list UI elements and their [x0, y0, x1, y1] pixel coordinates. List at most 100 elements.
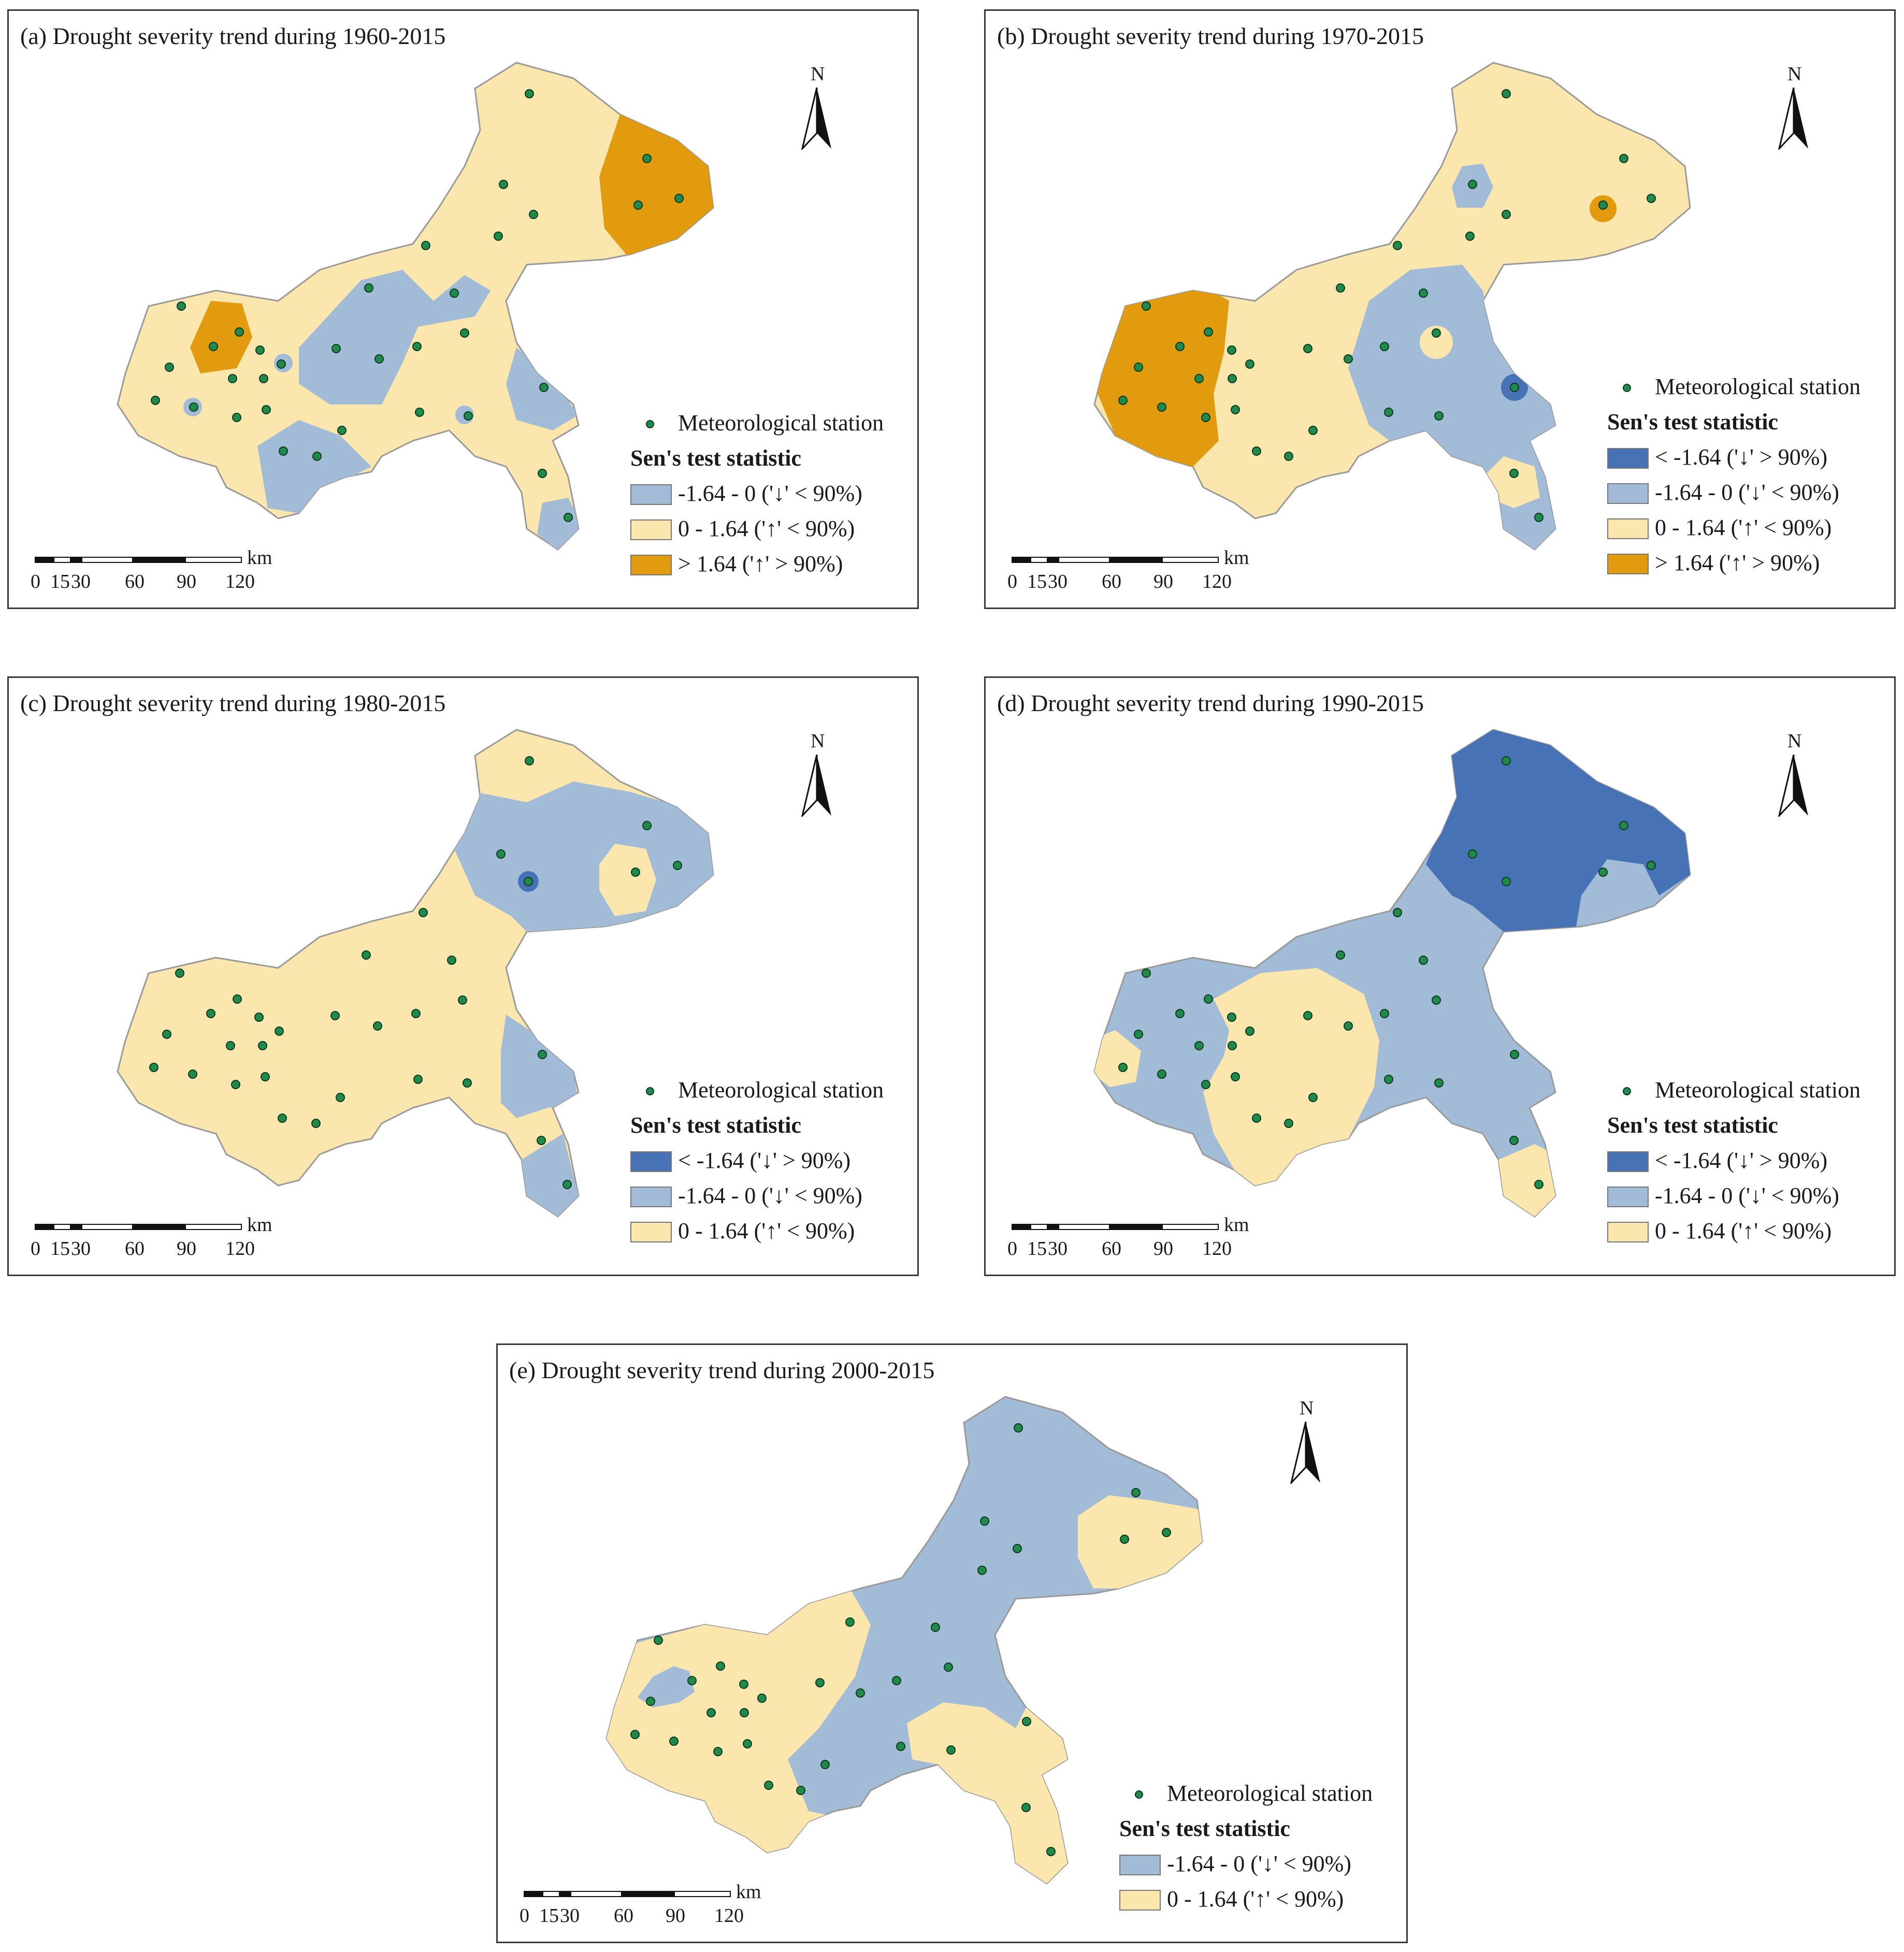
north-label: N: [1787, 63, 1802, 85]
north-label: N: [811, 730, 825, 752]
zone-strong-increase-west-b: [1094, 280, 1229, 467]
station-a-12: [235, 327, 244, 337]
north-arrow-icon: [1290, 1422, 1320, 1484]
station-a-6: [674, 194, 684, 203]
station-d-25: [1201, 1080, 1210, 1089]
station-d-6: [1647, 861, 1656, 870]
station-e-4: [1013, 1544, 1022, 1553]
station-a-20: [374, 354, 384, 364]
north-arrow-d: N: [1778, 730, 1820, 818]
station-d-17: [1134, 1030, 1143, 1039]
legend-station-label: Meteorological station: [678, 1077, 884, 1103]
station-c-14: [330, 1011, 340, 1020]
legend-swatch-strong-decrease: [630, 1151, 672, 1172]
station-a-24: [151, 396, 160, 405]
zone-weak-increase-west-e: [607, 1588, 871, 1853]
station-legend-icon: [1135, 1790, 1143, 1799]
station-d-9: [1419, 956, 1428, 965]
zone-strong-increase-west-a: [190, 301, 252, 373]
legend-swatch-weak-increase: [630, 1222, 672, 1242]
station-d-19: [1344, 1021, 1353, 1031]
station-e-1: [1014, 1423, 1023, 1433]
station-c-23: [149, 1063, 158, 1072]
scale-tick-90: 90: [177, 571, 196, 592]
station-d-24: [1157, 1069, 1166, 1079]
stations-b: [1118, 89, 1656, 522]
scale-tick-15: 15: [539, 1905, 559, 1927]
station-e-16: [944, 1662, 953, 1672]
zone-weak-decrease-tail-c: [522, 1134, 579, 1217]
legend-weak-decrease-label: -1.64 - 0 ('↓' < 90%): [1655, 480, 1839, 505]
legend-swatch-weak-increase: [1607, 1222, 1649, 1242]
station-d-12: [1175, 1009, 1185, 1018]
station-b-14: [1227, 345, 1236, 355]
north-label: N: [811, 63, 825, 85]
station-e-28: [946, 1745, 956, 1755]
station-b-31: [1252, 446, 1261, 456]
scale-tick-60: 60: [1102, 571, 1121, 592]
station-c-18: [275, 1026, 284, 1036]
station-c-9: [447, 956, 456, 965]
scale-tick-15: 15: [50, 1238, 70, 1260]
station-e-25: [713, 1747, 723, 1756]
station-b-15: [1303, 344, 1312, 353]
legend-c: Meteorological station Sen's test statis…: [630, 1077, 920, 1263]
station-e-27: [896, 1742, 905, 1751]
station-d-5: [1598, 867, 1608, 877]
station-legend-icon: [1623, 1087, 1631, 1095]
scale-tick-30: 30: [1048, 571, 1068, 592]
scale-unit: km: [736, 1881, 761, 1903]
scale-tick-120: 120: [1202, 571, 1232, 592]
legend-station-label: Meteorological station: [1655, 1077, 1861, 1103]
map-panel-e: (e) Drought severity trend during 2000-2…: [496, 1343, 1408, 1943]
station-e-24: [669, 1737, 679, 1746]
station-a-14: [255, 345, 265, 355]
station-d-4: [1502, 877, 1511, 886]
zone-weak-increase-west-d: [1094, 1030, 1141, 1087]
station-a-32: [312, 452, 322, 461]
legend-header: Sen's test statistic: [1119, 1816, 1290, 1841]
zone-weak-increase-spot-b: [1420, 326, 1453, 359]
scale-tick-120: 120: [225, 571, 255, 592]
station-e-33: [1046, 1847, 1056, 1856]
station-e-7: [977, 1566, 987, 1575]
scale-bar-b: 0 15 30 60 90 120 km: [1006, 547, 1250, 596]
station-e-8: [845, 1617, 855, 1627]
map-panel-a: (a) Drought severity trend during 1960-2…: [7, 9, 919, 609]
legend-swatch-weak-decrease: [1607, 1187, 1649, 1207]
station-c-33: [562, 1180, 572, 1189]
station-c-15: [411, 1009, 421, 1018]
scale-tick-15: 15: [1027, 571, 1047, 592]
station-a-19: [277, 359, 286, 369]
station-b-3: [1468, 180, 1477, 189]
station-a-29: [464, 411, 473, 421]
station-e-18: [757, 1694, 767, 1703]
scale-tick-90: 90: [666, 1905, 685, 1927]
station-d-27: [1384, 1075, 1393, 1084]
panel-title-d: (d) Drought severity trend during 1990-2…: [997, 690, 1424, 716]
scale-tick-60: 60: [614, 1905, 633, 1927]
legend-weak-increase-label: 0 - 1.64 ('↑' < 90%): [678, 516, 855, 541]
legend-header: Sen's test statistic: [1607, 1112, 1778, 1138]
station-d-11: [1204, 994, 1213, 1004]
station-b-27: [1231, 405, 1240, 414]
station-c-1: [525, 756, 534, 765]
scale-tick-0: 0: [31, 1238, 40, 1260]
station-a-25: [189, 402, 198, 412]
zone-strong-increase-ne-a: [599, 114, 713, 259]
station-b-18: [1134, 363, 1143, 372]
station-a-34: [564, 513, 573, 522]
legend-header: Sen's test statistic: [1607, 409, 1778, 435]
scale-bar-e: 0 15 30 60 90 120 km: [518, 1881, 762, 1930]
station-b-25: [1157, 402, 1166, 412]
zone-weak-decrease-se-c: [501, 1015, 579, 1118]
station-a-3: [499, 180, 508, 189]
station-c-6: [673, 861, 682, 870]
station-e-19: [856, 1688, 865, 1698]
legend-b: Meteorological station Sen's test statis…: [1607, 373, 1897, 596]
scale-bar-a: 0 15 30 60 90 120 km: [30, 547, 273, 596]
panel-title-c: (c) Drought severity trend during 1980-2…: [20, 690, 446, 716]
station-a-18: [165, 363, 174, 372]
station-b-11: [1142, 301, 1151, 311]
station-c-7: [419, 908, 428, 917]
